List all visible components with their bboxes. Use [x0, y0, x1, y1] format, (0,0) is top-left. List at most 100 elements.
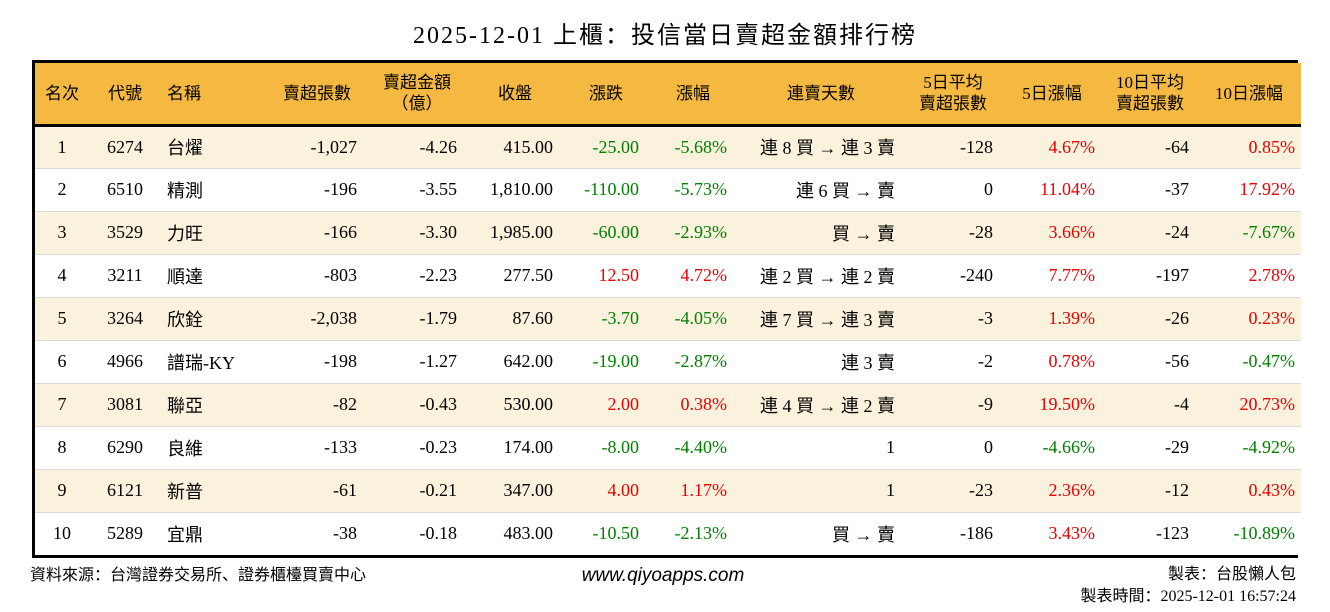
column-header-change_pct: 漲幅 — [676, 83, 710, 103]
cell-change: 4.00 — [607, 480, 640, 500]
table-body: 1 6274 台燿 -1,027 -4.26 415.00 -25.00 -5.68% 連 8 … — [35, 125, 1301, 555]
column-header-pct10: 10日漲幅 — [1215, 83, 1283, 103]
column-header-pct5: 5日漲幅 — [1022, 83, 1082, 103]
cell-code: 5289 — [107, 523, 143, 544]
table-row: 6 4966 譜瑞-KY -198 -1.27 642.00 -19.00 -2.87% 連 3… — [35, 340, 1301, 383]
column-header-avg10: 10日平均 賣超張數 — [1116, 73, 1184, 114]
cell-rank: 1 — [57, 136, 67, 157]
cell-close: 415.00 — [503, 136, 554, 157]
cell-change_pct: 0.38% — [680, 394, 728, 414]
report-timestamp: 製表時間：2025-12-01 16:57:24 — [1080, 588, 1296, 605]
footer: 資料來源：台灣證券交易所、證券櫃檯買賣中心 www.qiyoapps.com 製… — [0, 564, 1330, 608]
table-header: 名次 代號 名稱 賣超張數 賣超金額 （億） 收盤 漲跌 漲幅 連賣天數 5日平均 賣超張數 5日漲… — [35, 63, 1301, 125]
cell-streak: 連 3 賣 — [841, 352, 895, 373]
cell-sell_volume: -803 — [324, 265, 357, 285]
cell-close: 87.60 — [512, 308, 554, 328]
cell-sell_volume: -196 — [324, 179, 357, 199]
column-header-name: 名稱 — [167, 83, 201, 103]
cell-close: 642.00 — [503, 351, 554, 371]
column-header-avg5: 5日平均 賣超張數 — [919, 73, 987, 114]
cell-sell_amount: -0.18 — [419, 523, 458, 544]
cell-sell_volume: -82 — [333, 394, 357, 414]
table-row: 8 6290 良維 -133 -0.23 174.00 -8.00 -4.40% 1 0 -4.66… — [35, 426, 1301, 469]
cell-change: -8.00 — [601, 437, 640, 457]
cell-streak: 連 2 買 → 連 2 賣 — [760, 266, 895, 287]
cell-pct5: 1.39% — [1048, 308, 1096, 328]
cell-sell_amount: -4.26 — [419, 136, 458, 157]
cell-name: 順達 — [167, 266, 203, 287]
table-row: 9 6121 新普 -61 -0.21 347.00 4.00 1.17% 1 -23 2.36% -… — [35, 469, 1301, 512]
cell-sell_volume: -1,027 — [310, 136, 358, 157]
cell-rank: 3 — [57, 222, 67, 242]
cell-change: -25.00 — [592, 136, 640, 157]
cell-change: -19.00 — [592, 351, 640, 371]
column-header-sell_volume: 賣超張數 — [283, 83, 351, 103]
cell-close: 277.50 — [503, 265, 554, 285]
cell-rank: 4 — [57, 265, 67, 285]
column-header-code: 代號 — [108, 83, 142, 103]
cell-rank: 5 — [57, 308, 67, 328]
cell-pct10: -7.67% — [1242, 222, 1296, 242]
table-row: 5 3264 欣銓 -2,038 -1.79 87.60 -3.70 -4.05% 連 7 買 … — [35, 297, 1301, 340]
cell-code: 3211 — [107, 265, 143, 285]
cell-code: 6290 — [107, 437, 143, 457]
cell-streak: 1 — [886, 480, 895, 500]
table-row: 3 3529 力旺 -166 -3.30 1,985.00 -60.00 -2.93% 買 → … — [35, 211, 1301, 254]
cell-change_pct: 4.72% — [680, 265, 728, 285]
cell-sell_volume: -198 — [324, 351, 357, 371]
cell-avg5: -28 — [969, 222, 993, 242]
cell-name: 聯亞 — [167, 395, 203, 416]
cell-change_pct: 1.17% — [680, 480, 728, 500]
cell-pct5: 4.67% — [1048, 136, 1096, 157]
cell-avg10: -123 — [1156, 523, 1189, 544]
cell-sell_amount: -3.30 — [419, 222, 458, 242]
cell-code: 3081 — [107, 394, 143, 414]
cell-close: 530.00 — [503, 394, 554, 414]
table-row: 1 6274 台燿 -1,027 -4.26 415.00 -25.00 -5.68% 連 8 … — [35, 125, 1301, 168]
cell-streak: 連 6 買 → 賣 — [796, 180, 895, 201]
report-meta: 製表：台股懶人包 製表時間：2025-12-01 16:57:24 — [744, 564, 1330, 608]
cell-close: 174.00 — [503, 437, 554, 457]
cell-avg5: -128 — [960, 136, 993, 157]
cell-avg5: 0 — [984, 179, 993, 199]
cell-rank: 8 — [57, 437, 67, 457]
website-url: www.qiyoapps.com — [581, 565, 745, 586]
cell-change_pct: -4.05% — [674, 308, 728, 328]
cell-sell_volume: -2,038 — [310, 308, 358, 328]
cell-name: 精測 — [167, 180, 203, 201]
sell-ranking-table: 名次 代號 名稱 賣超張數 賣超金額 （億） 收盤 漲跌 漲幅 連賣天數 5日平均 賣超張數 5日漲… — [35, 63, 1301, 555]
cell-pct5: 0.78% — [1048, 351, 1096, 371]
cell-rank: 2 — [57, 179, 67, 199]
cell-name: 宜鼎 — [167, 524, 203, 545]
cell-avg10: -4 — [1174, 394, 1189, 414]
cell-sell_volume: -166 — [324, 222, 357, 242]
cell-pct10: -4.92% — [1242, 437, 1296, 457]
cell-avg5: -186 — [960, 523, 993, 544]
cell-streak: 買 → 賣 — [832, 223, 895, 244]
cell-code: 4966 — [107, 351, 143, 371]
cell-pct10: 0.43% — [1248, 480, 1296, 500]
cell-change: 12.50 — [598, 265, 640, 285]
table-header-row: 名次 代號 名稱 賣超張數 賣超金額 （億） 收盤 漲跌 漲幅 連賣天數 5日平均 賣超張數 5日漲… — [35, 63, 1301, 125]
cell-close: 1,810.00 — [490, 179, 553, 199]
cell-sell_amount: -0.21 — [419, 480, 458, 500]
cell-sell_amount: -0.23 — [419, 437, 458, 457]
cell-name: 譜瑞-KY — [167, 352, 235, 373]
cell-change_pct: -2.13% — [674, 523, 728, 544]
cell-name: 良維 — [167, 438, 203, 459]
cell-code: 3529 — [107, 222, 143, 242]
ranking-table: 名次 代號 名稱 賣超張數 賣超金額 （億） 收盤 漲跌 漲幅 連賣天數 5日平均 賣超張數 5日漲… — [32, 60, 1301, 558]
cell-name: 欣銓 — [167, 309, 203, 330]
cell-streak: 1 — [886, 437, 895, 457]
cell-pct5: 11.04% — [1040, 179, 1095, 199]
cell-pct5: 7.77% — [1048, 265, 1096, 285]
cell-streak: 買 → 賣 — [832, 524, 895, 545]
cell-pct10: 0.23% — [1248, 308, 1296, 328]
cell-pct5: 3.66% — [1048, 222, 1096, 242]
cell-streak: 連 8 買 → 連 3 賣 — [760, 138, 895, 158]
cell-change_pct: -5.68% — [674, 136, 728, 157]
cell-avg5: -23 — [969, 480, 993, 500]
cell-change_pct: -2.93% — [674, 222, 728, 242]
column-header-rank: 名次 — [45, 83, 79, 103]
column-header-sell_amount: 賣超金額 （億） — [383, 73, 451, 114]
